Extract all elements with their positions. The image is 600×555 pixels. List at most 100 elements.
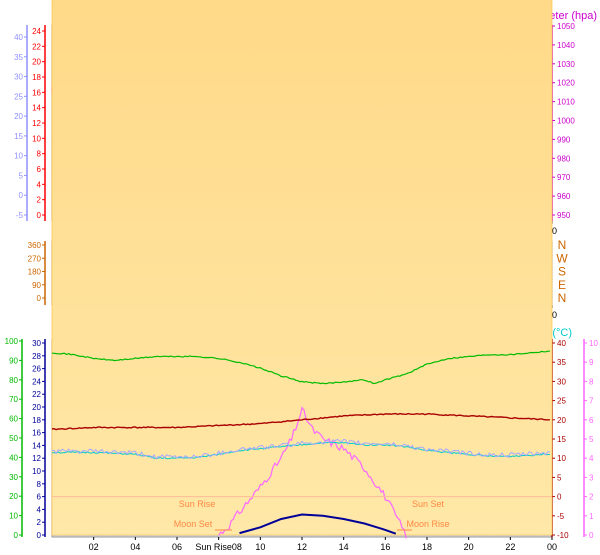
- gust-axis-tick-label: 20: [14, 112, 23, 121]
- temperature-axis-tick-label: -10: [557, 531, 569, 540]
- direction-axis-tick-label: 90: [32, 281, 41, 290]
- gust-axis-tick-label: 30: [14, 73, 23, 82]
- barometer-axis-tick-label: 990: [557, 135, 571, 144]
- uv-axis-tick-label: 1: [589, 512, 594, 521]
- humidity-axis-tick-label: 40: [9, 453, 18, 462]
- humidity-axis-tick-label: 70: [9, 395, 18, 404]
- rainfall-axis-tick-label: 24: [32, 377, 41, 386]
- uv-series-line: [218, 406, 407, 539]
- windspeed-axis-tick-label: 12: [32, 119, 41, 128]
- x-tick-label: 06: [172, 542, 182, 552]
- barometer-axis-tick-label: 1020: [557, 79, 575, 88]
- uv-axis-tick-label: 3: [589, 473, 594, 482]
- windspeed-axis-tick-label: 24: [32, 27, 41, 36]
- barometer-axis-tick-label: 1010: [557, 98, 575, 107]
- barometer-axis-tick-label: 1040: [557, 41, 575, 50]
- gust-axis-tick-label: 25: [14, 92, 23, 101]
- uv-axis-tick-label: 8: [589, 377, 594, 386]
- compass-label: N: [558, 238, 567, 252]
- uv-axis-tick-label: 10: [589, 339, 598, 348]
- gust-axis-tick-label: 10: [14, 152, 23, 161]
- gust-axis-tick-label: 35: [14, 53, 23, 62]
- barometer-axis-tick-label: 950: [557, 211, 571, 220]
- barometer-axis-tick-label: 1030: [557, 60, 575, 69]
- rainfall-axis-tick-label: 14: [32, 441, 41, 450]
- temperature-axis-tick-label: 40: [557, 339, 566, 348]
- dewpoint-trace-secondary: [51, 438, 550, 461]
- windspeed-axis-tick-label: 2: [37, 196, 42, 205]
- moonset-label: Moon Set: [174, 519, 213, 529]
- temperature-axis-tick-label: 25: [557, 397, 566, 406]
- windspeed-axis-tick-label: 18: [32, 73, 41, 82]
- x-tick-label: 20: [464, 542, 474, 552]
- humidity-axis-tick-label: 20: [9, 492, 18, 501]
- temperature-axis-tick-label: 15: [557, 435, 566, 444]
- barometer-axis-tick-label: 1050: [557, 22, 575, 31]
- direction-axis-tick-label: 0: [37, 294, 42, 303]
- uv-axis-tick-label: 9: [589, 358, 594, 367]
- gust-axis-tick-label: 15: [14, 132, 23, 141]
- rainfall-axis-tick-label: 4: [37, 505, 42, 514]
- gust-axis-tick-label: 40: [14, 33, 23, 42]
- rainfall-axis-tick-label: 28: [32, 352, 41, 361]
- humidity-series-line: [51, 350, 550, 385]
- barometer-axis-tick-label: 970: [557, 173, 571, 182]
- humidity-axis-tick-label: 60: [9, 415, 18, 424]
- temperature-axis-tick-label: 35: [557, 358, 566, 367]
- uv-axis-tick-label: 0: [589, 531, 594, 540]
- sunrise-label: Sun Rise: [179, 499, 216, 509]
- gust-axis-tick-label: -5: [16, 211, 24, 220]
- temperature-axis-tick-label: 30: [557, 377, 566, 386]
- rainfall-axis-tick-label: 30: [32, 339, 41, 348]
- windspeed-axis-tick-label: 0: [37, 211, 42, 220]
- rainfall-axis-tick-label: 16: [32, 429, 41, 438]
- solar-series-area: [51, 0, 553, 536]
- uv-axis-tick-label: 2: [589, 493, 594, 502]
- direction-axis-tick-label: 270: [28, 254, 42, 263]
- x-tick-label: 16: [380, 542, 390, 552]
- x-tick-label: 22: [505, 542, 515, 552]
- windspeed-axis-tick-label: 6: [37, 165, 42, 174]
- humidity-axis-tick-label: 100: [5, 337, 19, 346]
- sunset-label: Sun Set: [412, 499, 445, 509]
- barometer-axis-tick-label: 960: [557, 192, 571, 201]
- x-tick-label: 18: [422, 542, 432, 552]
- temperature-axis-tick-label: 0: [557, 493, 562, 502]
- temperature-axis-tick-label: 20: [557, 416, 566, 425]
- humidity-axis-tick-label: 30: [9, 473, 18, 482]
- direction-axis-tick-label: 360: [28, 241, 42, 250]
- compass-label: W: [556, 251, 568, 265]
- rainfall-axis-tick-label: 20: [32, 403, 41, 412]
- rainfall-axis-tick-label: 26: [32, 365, 41, 374]
- direction-axis-tick-label: 180: [28, 268, 42, 277]
- rainfall-axis-tick-label: 8: [37, 480, 42, 489]
- x-tick-label: 02: [89, 542, 99, 552]
- rainfall-axis-tick-label: 22: [32, 390, 41, 399]
- x-tick-label: 12: [297, 542, 307, 552]
- windspeed-axis-tick-label: 22: [32, 42, 41, 51]
- barometer-axis-tick-label: 980: [557, 154, 571, 163]
- gust-axis-tick-label: 0: [19, 191, 24, 200]
- moonrise-label: Moon Rise: [406, 519, 449, 529]
- rainfall-axis-tick-label: 12: [32, 454, 41, 463]
- humidity-axis-tick-label: 0: [14, 531, 19, 540]
- humidity-axis-tick-label: 80: [9, 376, 18, 385]
- windspeed-axis-tick-label: 10: [32, 134, 41, 143]
- compass-label: N: [558, 291, 567, 305]
- windspeed-axis-tick-label: 20: [32, 58, 41, 67]
- gust-axis-tick-label: 5: [19, 171, 24, 180]
- x-tick-label: 14: [339, 542, 349, 552]
- rainfall-axis-tick-label: 10: [32, 467, 41, 476]
- temperature-axis-tick-label: -5: [557, 512, 565, 521]
- rainfall-axis-tick-label: 6: [37, 493, 42, 502]
- rainfall-series-line: [239, 513, 397, 535]
- temperature-series-line: [51, 412, 550, 431]
- humidity-axis-tick-label: 10: [9, 512, 18, 521]
- uv-axis-tick-label: 5: [589, 435, 594, 444]
- temperature-axis-tick-label: 10: [557, 454, 566, 463]
- rainfall-axis-tick-label: 2: [37, 518, 42, 527]
- compass-label: E: [558, 278, 566, 292]
- rainfall-axis-tick-label: 0: [37, 531, 42, 540]
